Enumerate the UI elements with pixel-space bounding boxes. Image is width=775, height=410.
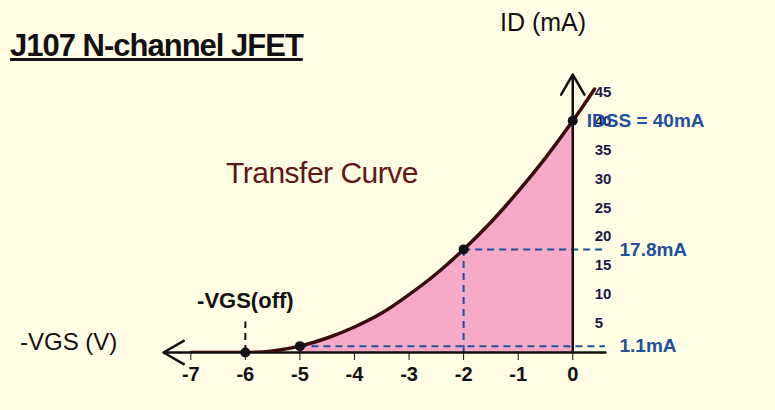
svg-text:17.8mA: 17.8mA: [620, 238, 688, 259]
svg-text:-6: -6: [236, 363, 254, 385]
html-text:ID (mA): ID (mA): [500, 8, 587, 36]
html-text:J107 N-channel JFET: J107 N-channel JFET: [10, 28, 303, 63]
svg-text:-2: -2: [455, 363, 473, 385]
svg-text:0: 0: [567, 363, 578, 385]
svg-text:-1: -1: [509, 363, 527, 385]
svg-text:IDSS = 40mA: IDSS = 40mA: [587, 110, 705, 131]
html-text:-VGS (V): -VGS (V): [20, 328, 118, 355]
svg-text:1.1mA: 1.1mA: [620, 335, 677, 356]
svg-text:-VGS(off): -VGS(off): [197, 288, 294, 313]
html-text:Transfer Curve: Transfer Curve: [226, 156, 418, 189]
svg-text:25: 25: [595, 199, 612, 216]
svg-text:20: 20: [595, 227, 612, 244]
svg-text:30: 30: [595, 170, 612, 187]
svg-text:15: 15: [595, 256, 612, 273]
svg-text:45: 45: [595, 83, 612, 100]
svg-text:-5: -5: [291, 363, 309, 385]
svg-text:-3: -3: [400, 363, 418, 385]
svg-text:-7: -7: [182, 363, 200, 385]
svg-text:-4: -4: [346, 363, 365, 385]
svg-text:10: 10: [595, 285, 612, 302]
svg-text:5: 5: [595, 314, 603, 331]
svg-text:35: 35: [595, 141, 612, 158]
